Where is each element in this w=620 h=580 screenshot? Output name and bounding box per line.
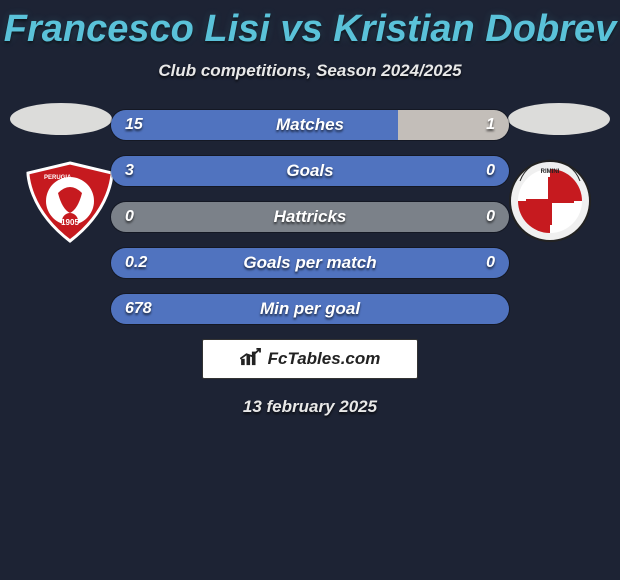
stat-label: Matches bbox=[111, 115, 509, 135]
stat-label: Goals bbox=[111, 161, 509, 181]
club-logo-left: 1905 PERUGIA bbox=[20, 159, 120, 244]
club-logo-right: RIMINI bbox=[500, 159, 600, 244]
player-avatar-left bbox=[10, 103, 112, 135]
chart-icon bbox=[240, 348, 262, 371]
player-avatar-right bbox=[508, 103, 610, 135]
svg-text:PERUGIA: PERUGIA bbox=[44, 175, 72, 181]
page-title: Francesco Lisi vs Kristian Dobrev bbox=[0, 0, 620, 51]
stat-label: Hattricks bbox=[111, 207, 509, 227]
stat-row: 00Hattricks bbox=[110, 201, 510, 233]
brand-badge: FcTables.com bbox=[202, 339, 418, 379]
stat-row: 151Matches bbox=[110, 109, 510, 141]
stat-row: 678Min per goal bbox=[110, 293, 510, 325]
brand-text: FcTables.com bbox=[268, 349, 381, 369]
subtitle: Club competitions, Season 2024/2025 bbox=[0, 61, 620, 81]
svg-text:1905: 1905 bbox=[61, 218, 79, 227]
stat-row: 0.20Goals per match bbox=[110, 247, 510, 279]
stat-label: Goals per match bbox=[111, 253, 509, 273]
stats-table: 151Matches 30Goals 00Hattricks 0.20Goals pe… bbox=[110, 109, 510, 325]
svg-text:RIMINI: RIMINI bbox=[541, 169, 560, 175]
date-text: 13 february 2025 bbox=[0, 397, 620, 417]
stat-label: Min per goal bbox=[111, 299, 509, 319]
comparison-area: 1905 PERUGIA RIMINI 151Matches 30Goals 00H… bbox=[0, 109, 620, 325]
stat-row: 30Goals bbox=[110, 155, 510, 187]
